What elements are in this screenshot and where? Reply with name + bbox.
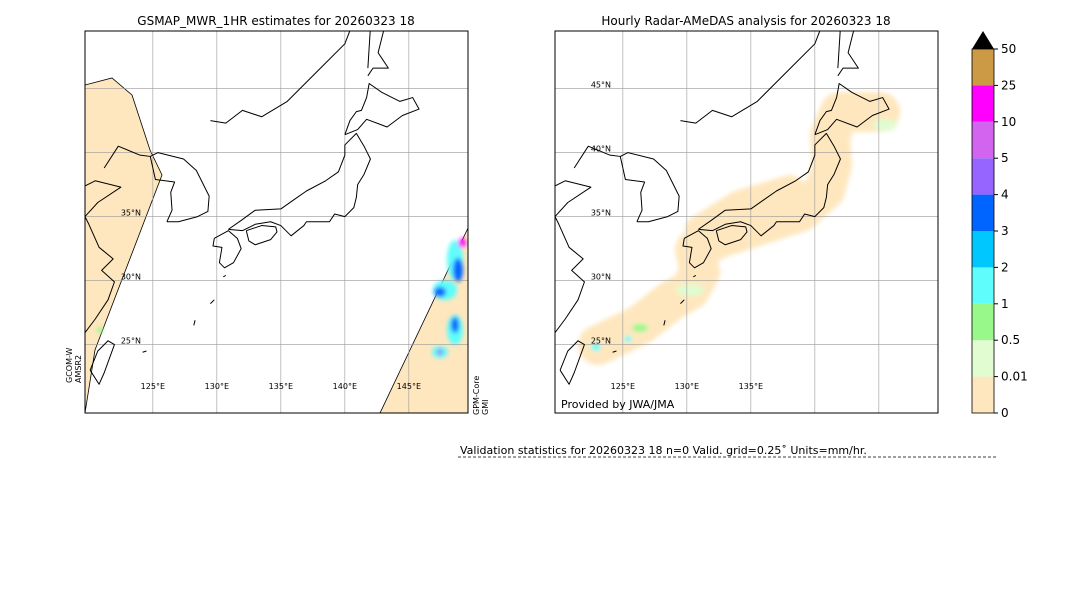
lat-label: 35°N [591,209,611,218]
satellite-label: GPM-Core [472,376,481,415]
swath [379,227,468,413]
coastline [620,152,680,223]
lon-label: 145°E [397,382,421,391]
coastline [210,31,351,124]
coastline [344,82,420,136]
coastline [228,132,371,237]
lon-label: 135°E [269,382,293,391]
colorbar-label: 5 [1001,151,1009,165]
coastline [682,230,712,269]
colorbar-segment [972,158,994,195]
coastlines [85,31,420,385]
lat-label: 25°N [121,337,141,346]
coastline [210,299,215,304]
colorbar-label: 0 [1001,406,1009,420]
colorbar-segment [972,376,994,413]
lat-label: 45°N [591,81,611,90]
lon-label: 125°E [611,382,635,391]
coastline [223,275,227,278]
lon-label: 125°E [141,382,165,391]
coastline [814,82,890,136]
colorbar-label: 0.5 [1001,333,1020,347]
coastline [150,152,210,223]
lon-label: 130°E [675,382,699,391]
panel-left: GSMAP_MWR_1HR estimates for 20260323 18 … [65,14,490,415]
coastline [142,350,147,353]
colorbar-label: 50 [1001,42,1016,56]
lon-label: 130°E [205,382,229,391]
colorbar-segment [972,121,994,159]
coastline [89,340,115,385]
coastline [555,180,592,334]
coastline [698,132,841,237]
lat-label: 30°N [591,273,611,282]
swath [85,77,163,413]
coastline [837,31,859,77]
coastline [663,320,666,326]
colorbar-label: 4 [1001,188,1009,202]
colorbar-label: 2 [1001,260,1009,274]
lat-label: 30°N [121,273,141,282]
coastline [715,225,748,246]
lon-label: 135°E [739,382,763,391]
lon-label: 140°E [333,382,357,391]
coastlines [555,31,890,385]
coastline [837,31,841,69]
colorbar-label: 1 [1001,297,1009,311]
coastline [693,275,697,278]
rain-cells [97,238,466,358]
map [555,31,938,413]
coastline [245,225,278,246]
lat-label: 35°N [121,209,141,218]
colorbar-segment [972,267,994,304]
colorbar-segment [972,85,994,122]
colorbar-label: 10 [1001,115,1016,129]
colorbar-segment [972,194,994,231]
colorbar-segment [972,231,994,268]
credit: Provided by JWA/JMA [561,398,675,411]
colorbar-label: 3 [1001,224,1009,238]
coastline [612,350,617,353]
validation-statistics: Validation statistics for 20260323 18 n=… [460,444,867,457]
map [85,31,468,413]
colorbar-segment [972,303,994,341]
coastline [85,180,122,334]
graticule [555,31,938,413]
coastline [193,320,196,326]
coastline [212,230,242,269]
panel-title: GSMAP_MWR_1HR estimates for 20260323 18 [137,14,414,28]
coastline [559,340,585,385]
colorbar-label: 0.01 [1001,370,1028,384]
satellite-label: AMSR2 [74,355,83,383]
lat-label: 25°N [591,337,611,346]
colorbar-extend [972,31,994,49]
colorbar-segment [972,49,994,86]
lat-label: 40°N [591,145,611,154]
graticule [85,31,468,413]
coastline [573,145,646,222]
panel-right: Hourly Radar-AMeDAS analysis for 2026032… [554,14,939,414]
colorbar-label: 25 [1001,78,1016,92]
colorbar-segment [972,340,994,377]
coastline [367,31,389,77]
coastline [367,31,371,69]
satellite-label: GCOM-W [65,347,74,383]
satellite-label: GMI [481,400,490,415]
coastline [680,31,821,124]
coastline [103,145,176,222]
panel-title: Hourly Radar-AMeDAS analysis for 2026032… [601,14,890,28]
coastline [680,299,685,304]
colorbar: 0 0.01 0.5 1 2 3 4 5 10 25 50 [971,31,1028,420]
